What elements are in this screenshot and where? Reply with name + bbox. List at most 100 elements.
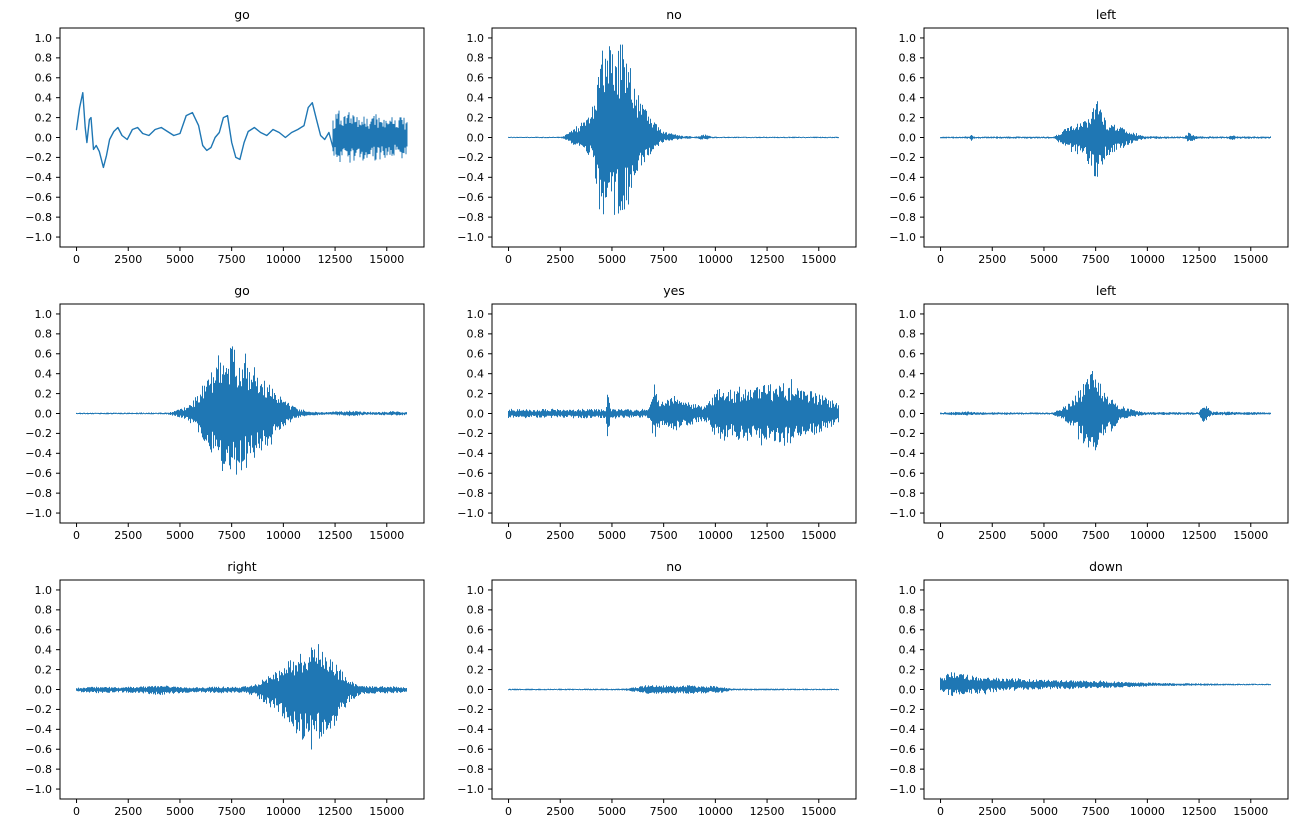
subplot-title: go	[234, 7, 250, 22]
svg-text:1.0: 1.0	[467, 308, 485, 321]
svg-text:7500: 7500	[650, 529, 678, 542]
subplot: no 0 2500 5000 7500 10000 12500 15000 1.0 0.8 0.6…	[438, 558, 862, 830]
subplot: left 0 2500 5000 7500 10000 12500 15000 1.0 0.8 0…	[870, 282, 1294, 554]
svg-text:0.4: 0.4	[467, 367, 485, 380]
svg-text:−0.4: −0.4	[457, 171, 484, 184]
svg-text:15000: 15000	[1233, 805, 1268, 818]
svg-text:−0.2: −0.2	[457, 703, 484, 716]
svg-text:−0.4: −0.4	[25, 447, 52, 460]
svg-text:0.6: 0.6	[899, 72, 917, 85]
svg-text:−0.8: −0.8	[25, 211, 52, 224]
svg-text:10000: 10000	[266, 805, 301, 818]
svg-text:0: 0	[73, 529, 80, 542]
waveform-plot: 0 2500 5000 7500 10000 12500 15000 1.0 0.8 0.6 0.4…	[889, 27, 1289, 266]
waveform-plot: 0 2500 5000 7500 10000 12500 15000 1.0 0.8 0.6 0.4…	[457, 303, 857, 542]
svg-text:10000: 10000	[698, 805, 733, 818]
svg-text:1.0: 1.0	[35, 308, 53, 321]
svg-text:−0.2: −0.2	[889, 151, 916, 164]
svg-text:1.0: 1.0	[35, 584, 53, 597]
svg-text:0.6: 0.6	[899, 624, 917, 637]
svg-text:0.0: 0.0	[899, 683, 917, 696]
svg-text:5000: 5000	[166, 253, 194, 266]
svg-text:−1.0: −1.0	[25, 783, 52, 796]
subplot: no 0 2500 5000 7500 10000 12500 15000 1.0 0.8 0.6…	[438, 6, 862, 278]
subplot-title: down	[1089, 559, 1123, 574]
svg-text:10000: 10000	[266, 529, 301, 542]
svg-text:5000: 5000	[598, 529, 626, 542]
svg-text:2500: 2500	[978, 529, 1006, 542]
svg-text:0.6: 0.6	[35, 72, 53, 85]
svg-text:−0.4: −0.4	[889, 723, 916, 736]
svg-text:0.6: 0.6	[899, 348, 917, 361]
svg-text:1.0: 1.0	[899, 584, 917, 597]
svg-text:0.0: 0.0	[467, 683, 485, 696]
svg-text:1.0: 1.0	[467, 584, 485, 597]
svg-text:12500: 12500	[1182, 529, 1217, 542]
svg-text:0: 0	[505, 529, 512, 542]
svg-text:−1.0: −1.0	[889, 507, 916, 520]
svg-text:0.2: 0.2	[35, 111, 53, 124]
svg-text:1.0: 1.0	[467, 32, 485, 45]
svg-text:5000: 5000	[1030, 253, 1058, 266]
svg-text:0.2: 0.2	[899, 387, 917, 400]
svg-text:−0.8: −0.8	[889, 211, 916, 224]
svg-text:2500: 2500	[546, 529, 574, 542]
waveform-plot: 0 2500 5000 7500 10000 12500 15000 1.0 0.8 0.6 0.4…	[457, 579, 857, 818]
svg-text:0.4: 0.4	[467, 643, 485, 656]
svg-text:2500: 2500	[114, 805, 142, 818]
svg-text:5000: 5000	[598, 253, 626, 266]
svg-text:0: 0	[937, 529, 944, 542]
svg-text:0: 0	[73, 805, 80, 818]
svg-text:10000: 10000	[698, 253, 733, 266]
svg-text:−0.2: −0.2	[25, 703, 52, 716]
svg-text:0.8: 0.8	[467, 328, 485, 341]
svg-text:5000: 5000	[166, 529, 194, 542]
subplot-title: yes	[663, 283, 685, 298]
svg-text:0.0: 0.0	[899, 131, 917, 144]
svg-text:15000: 15000	[369, 805, 404, 818]
svg-text:−1.0: −1.0	[889, 783, 916, 796]
svg-text:0.4: 0.4	[899, 643, 917, 656]
svg-text:7500: 7500	[1082, 253, 1110, 266]
svg-text:0.6: 0.6	[35, 624, 53, 637]
subplot-title: no	[666, 7, 682, 22]
svg-text:−0.4: −0.4	[889, 171, 916, 184]
svg-text:−0.6: −0.6	[25, 191, 52, 204]
svg-text:−0.6: −0.6	[889, 191, 916, 204]
svg-text:7500: 7500	[1082, 529, 1110, 542]
svg-text:10000: 10000	[1130, 253, 1165, 266]
svg-text:−0.4: −0.4	[25, 723, 52, 736]
svg-text:0.4: 0.4	[899, 367, 917, 380]
svg-text:0: 0	[73, 253, 80, 266]
svg-text:10000: 10000	[698, 529, 733, 542]
svg-text:12500: 12500	[750, 253, 785, 266]
svg-text:7500: 7500	[650, 253, 678, 266]
svg-text:7500: 7500	[1082, 805, 1110, 818]
svg-text:0.0: 0.0	[899, 407, 917, 420]
svg-text:1.0: 1.0	[899, 32, 917, 45]
svg-text:−1.0: −1.0	[25, 507, 52, 520]
svg-text:0.2: 0.2	[467, 111, 485, 124]
subplot-title: go	[234, 283, 250, 298]
svg-text:0.2: 0.2	[899, 111, 917, 124]
svg-text:2500: 2500	[114, 253, 142, 266]
svg-text:7500: 7500	[650, 805, 678, 818]
subplot: yes 0 2500 5000 7500 10000 12500 15000 1.0 0.8 0.…	[438, 282, 862, 554]
svg-text:0.8: 0.8	[467, 52, 485, 65]
svg-text:1.0: 1.0	[899, 308, 917, 321]
svg-text:−0.2: −0.2	[25, 427, 52, 440]
svg-text:−0.6: −0.6	[457, 191, 484, 204]
svg-text:0.8: 0.8	[899, 52, 917, 65]
svg-text:12500: 12500	[318, 253, 353, 266]
svg-text:0.0: 0.0	[35, 407, 53, 420]
svg-text:0.8: 0.8	[35, 52, 53, 65]
svg-text:−0.4: −0.4	[457, 723, 484, 736]
subplot-title: right	[227, 559, 257, 574]
svg-text:−0.8: −0.8	[457, 763, 484, 776]
svg-text:0.8: 0.8	[899, 328, 917, 341]
subplot-title: no	[666, 559, 682, 574]
svg-text:−0.6: −0.6	[889, 467, 916, 480]
svg-text:12500: 12500	[750, 529, 785, 542]
svg-text:0.8: 0.8	[899, 604, 917, 617]
waveform-plot: 0 2500 5000 7500 10000 12500 15000 1.0 0.8 0.6 0.4…	[25, 27, 425, 266]
